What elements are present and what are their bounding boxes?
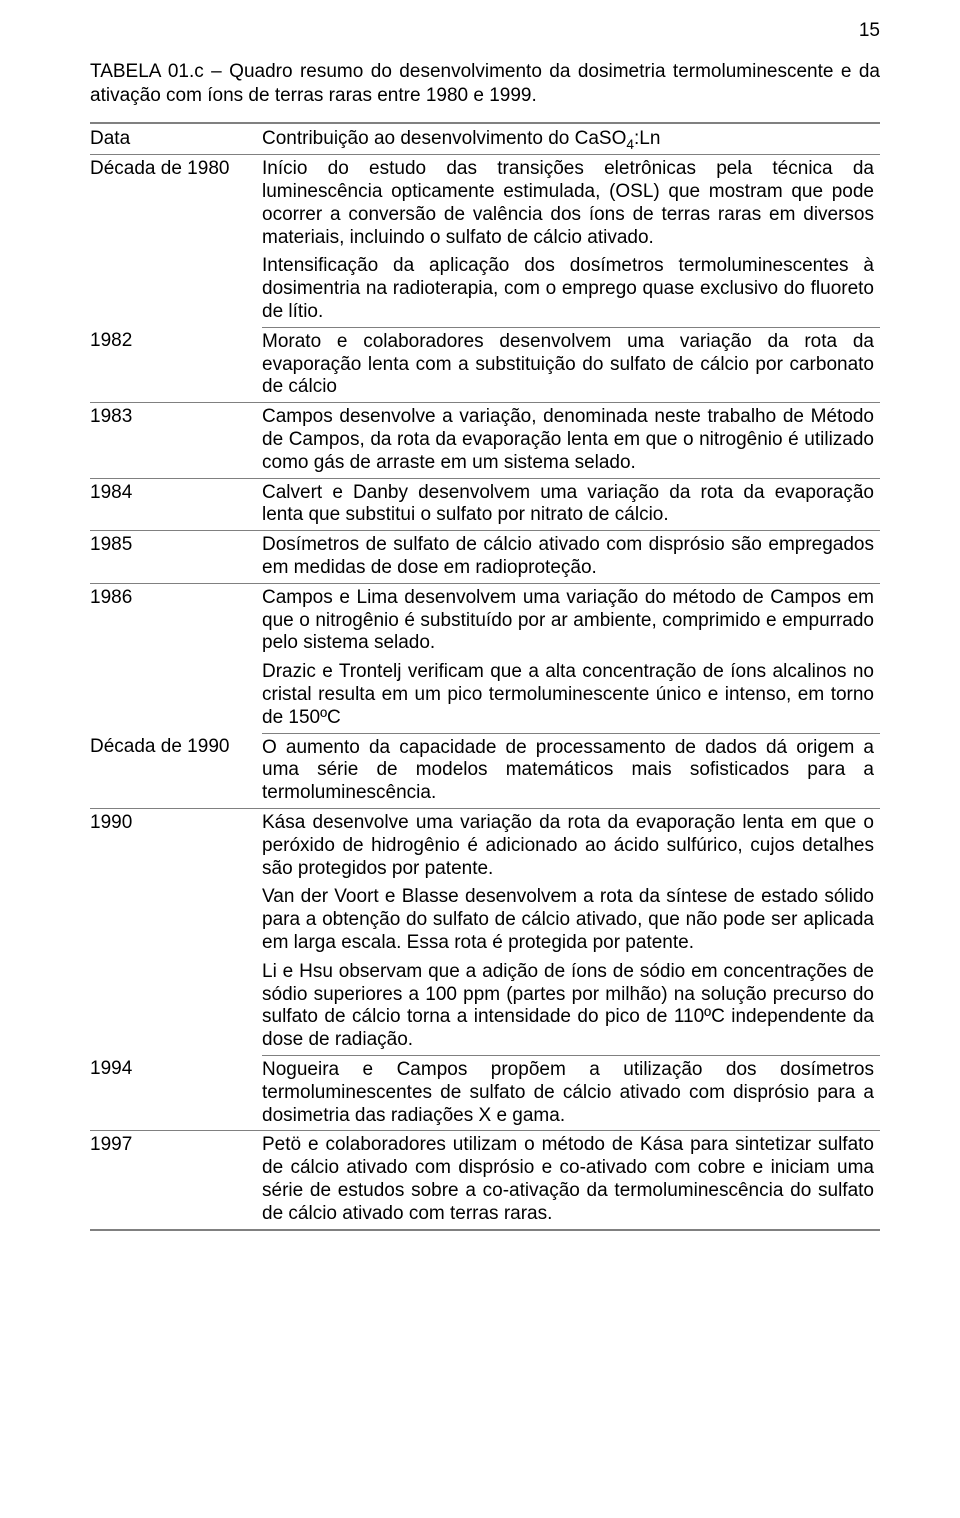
contribution-cell: Kása desenvolve uma variação da rota da … xyxy=(262,809,880,884)
year-cell: 1982 xyxy=(90,327,262,402)
table-row: 1982Morato e colaboradores desenvolvem u… xyxy=(90,327,880,402)
header-right: Contribuição ao desenvolvimento do CaSO4… xyxy=(262,123,880,155)
year-cell: 1985 xyxy=(90,531,262,584)
table-caption: TABELA 01.c – Quadro resumo do desenvolv… xyxy=(90,60,880,108)
contribution-cell: Drazic e Trontelj verificam que a alta c… xyxy=(262,658,880,733)
year-cell: 1990 xyxy=(90,809,262,1056)
contribution-cell: Intensificação da aplicação dos dosímetr… xyxy=(262,252,880,327)
table-row: 1990Kása desenvolve uma variação da rota… xyxy=(90,809,880,884)
table-row: 1984Calvert e Danby desenvolvem uma vari… xyxy=(90,478,880,531)
table-row: Década de 1990O aumento da capacidade de… xyxy=(90,733,880,808)
caption-prefix: TABELA 01.c xyxy=(90,61,204,82)
summary-table: DataContribuição ao desenvolvimento do C… xyxy=(90,122,880,1231)
contribution-cell: Li e Hsu observam que a adição de íons d… xyxy=(262,958,880,1056)
contribution-cell: Petö e colaboradores utilizam o método d… xyxy=(262,1131,880,1230)
year-cell: 1984 xyxy=(90,478,262,531)
header-left: Data xyxy=(90,123,262,155)
table-header-row: DataContribuição ao desenvolvimento do C… xyxy=(90,123,880,155)
year-cell: 1994 xyxy=(90,1055,262,1130)
year-cell: 1986 xyxy=(90,583,262,733)
year-cell: Década de 1980 xyxy=(90,155,262,328)
page: 15 TABELA 01.c – Quadro resumo do desenv… xyxy=(0,0,960,1518)
contribution-cell: Calvert e Danby desenvolvem uma variação… xyxy=(262,478,880,531)
contribution-cell: Dosímetros de sulfato de cálcio ativado … xyxy=(262,531,880,584)
caption-sep: – xyxy=(204,61,229,82)
contribution-cell: O aumento da capacidade de processamento… xyxy=(262,733,880,808)
table-row: 1997Petö e colaboradores utilizam o méto… xyxy=(90,1131,880,1230)
table-row: 1986Campos e Lima desenvolvem uma variaç… xyxy=(90,583,880,658)
contribution-cell: Nogueira e Campos propõem a utilização d… xyxy=(262,1055,880,1130)
contribution-cell: Van der Voort e Blasse desenvolvem a rot… xyxy=(262,883,880,957)
table-row: Década de 1980Início do estudo das trans… xyxy=(90,155,880,253)
contribution-cell: Morato e colaboradores desenvolvem uma v… xyxy=(262,327,880,402)
contribution-cell: Início do estudo das transições eletrôni… xyxy=(262,155,880,253)
table-row: 1983Campos desenvolve a variação, denomi… xyxy=(90,403,880,478)
contribution-cell: Campos desenvolve a variação, denominada… xyxy=(262,403,880,478)
year-cell: Década de 1990 xyxy=(90,733,262,808)
page-number: 15 xyxy=(859,20,880,42)
year-cell: 1997 xyxy=(90,1131,262,1230)
table-row: 1994Nogueira e Campos propõem a utilizaç… xyxy=(90,1055,880,1130)
contribution-cell: Campos e Lima desenvolvem uma variação d… xyxy=(262,583,880,658)
year-cell: 1983 xyxy=(90,403,262,478)
table-row: 1985Dosímetros de sulfato de cálcio ativ… xyxy=(90,531,880,584)
